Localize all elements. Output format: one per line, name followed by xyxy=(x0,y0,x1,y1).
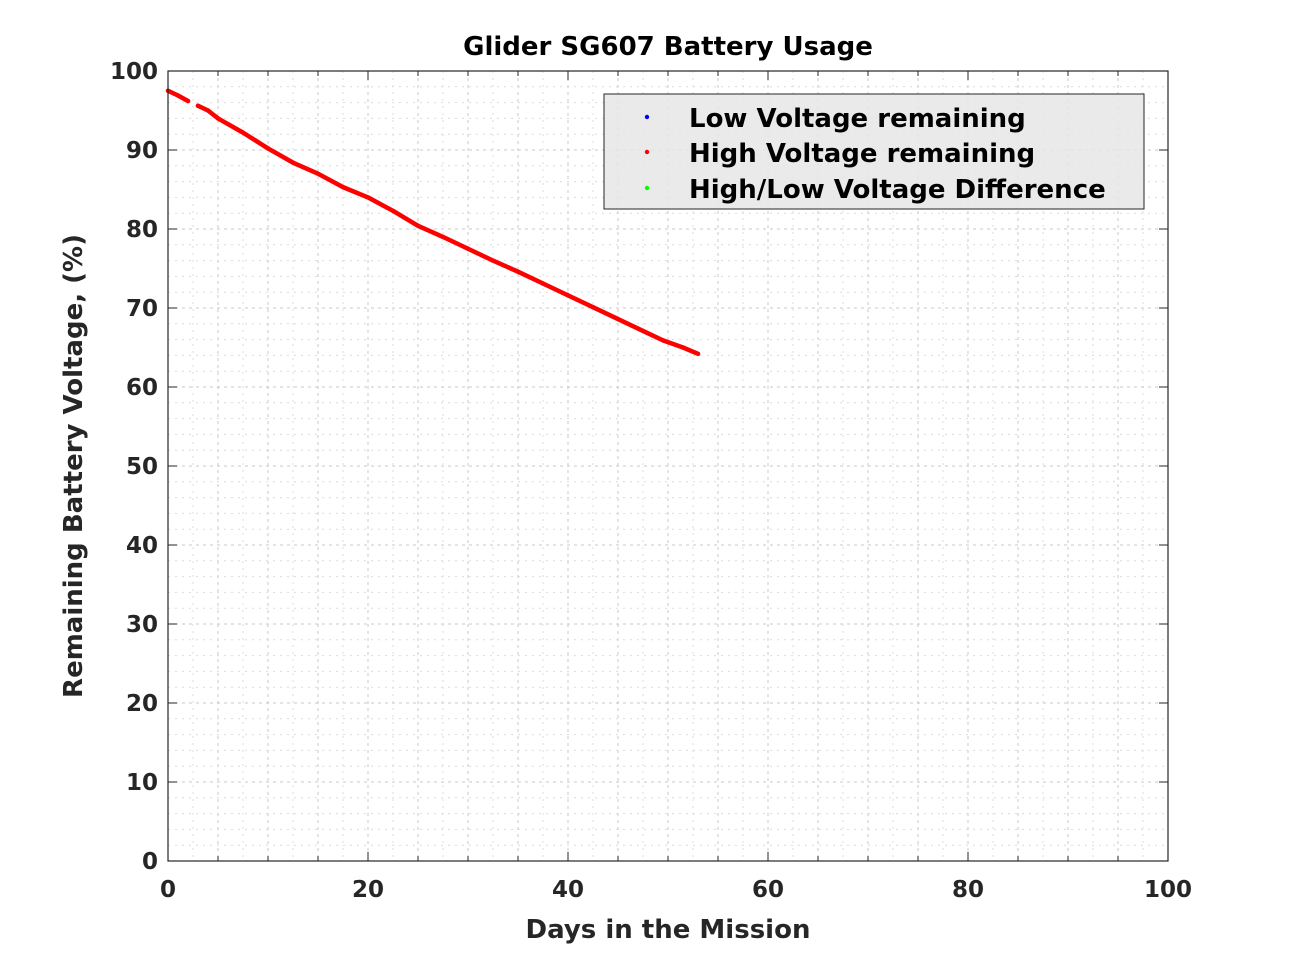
data-point xyxy=(590,305,596,310)
data-point xyxy=(290,160,296,165)
data-point xyxy=(215,116,221,121)
data-point xyxy=(390,208,396,214)
y-tick-label: 70 xyxy=(126,296,158,322)
y-tick-label: 30 xyxy=(126,612,158,638)
y-tick-label: 50 xyxy=(126,454,158,480)
data-point xyxy=(415,223,421,229)
x-tick-label: 20 xyxy=(352,877,384,903)
data-point xyxy=(175,93,181,98)
axes-box xyxy=(167,70,1169,862)
data-point xyxy=(490,258,496,263)
data-point xyxy=(640,328,646,334)
y-tick-label: 10 xyxy=(126,770,158,796)
legend-box xyxy=(603,93,1145,210)
series-layer xyxy=(165,88,701,357)
data-point xyxy=(515,269,521,274)
data-point xyxy=(195,103,201,108)
data-point xyxy=(565,293,571,298)
y-axis-label: Remaining Battery Voltage, (%) xyxy=(59,234,89,698)
data-point xyxy=(465,246,471,251)
legend-marker-difference xyxy=(644,185,650,191)
data-point xyxy=(240,130,246,135)
y-tick-label: 100 xyxy=(110,59,158,85)
ticks: 0 10 20 30 40 50 60 70 80 90 100 0 20 40 60 80 100 xyxy=(110,59,1192,903)
legend-label-difference: High/Low Voltage Difference xyxy=(689,175,1106,205)
x-tick-label: 60 xyxy=(752,877,784,903)
data-point xyxy=(365,195,371,200)
legend-label-high-voltage: High Voltage remaining xyxy=(689,139,1035,169)
legend-marker-low-voltage xyxy=(644,114,650,120)
x-tick-label: 40 xyxy=(552,877,584,903)
data-point xyxy=(265,146,271,151)
legend: Low Voltage remaining High Voltage remai… xyxy=(603,93,1145,210)
data-point xyxy=(185,98,191,104)
data-point xyxy=(440,234,446,240)
data-point xyxy=(205,108,211,113)
data-point xyxy=(695,351,701,357)
data-point xyxy=(540,281,546,286)
y-tick-label: 80 xyxy=(126,217,158,243)
data-point xyxy=(680,345,686,350)
data-point xyxy=(340,184,346,190)
y-tick-label: 0 xyxy=(142,849,158,875)
legend-label-low-voltage: Low Voltage remaining xyxy=(689,104,1026,134)
data-point xyxy=(615,316,621,322)
y-tick-label: 90 xyxy=(126,138,158,164)
data-point xyxy=(660,338,666,343)
x-tick-label: 80 xyxy=(952,877,984,903)
data-point xyxy=(315,171,321,176)
x-tick-label: 100 xyxy=(1144,877,1192,903)
legend-marker-high-voltage xyxy=(644,149,650,155)
y-tick-label: 40 xyxy=(126,533,158,559)
y-tick-label: 20 xyxy=(126,691,158,717)
x-tick-label: 0 xyxy=(160,877,176,903)
y-tick-label: 60 xyxy=(126,375,158,401)
x-axis-label: Days in the Mission xyxy=(526,915,811,945)
chart-title: Glider SG607 Battery Usage xyxy=(463,32,873,62)
